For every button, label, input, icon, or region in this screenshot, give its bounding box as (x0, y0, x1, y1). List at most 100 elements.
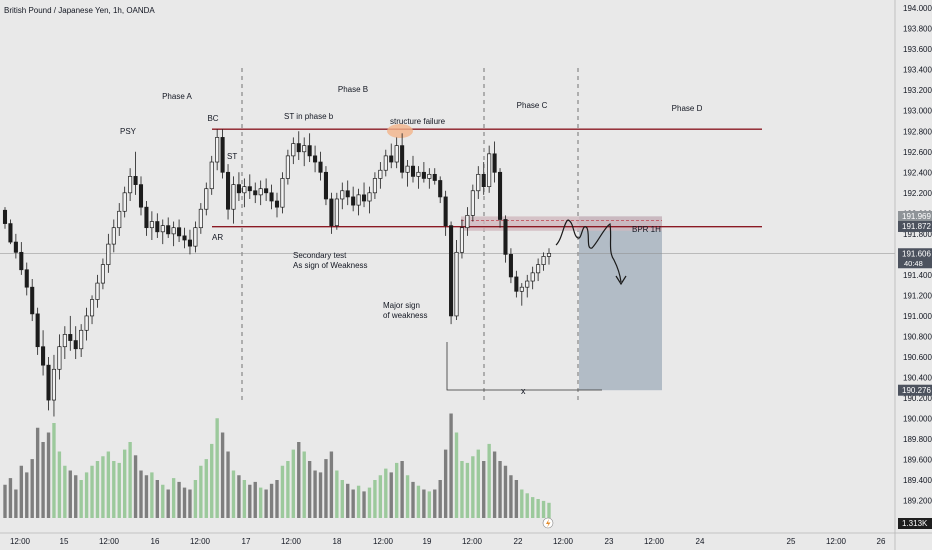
volume-bar (394, 462, 399, 518)
time-tick-label: 12:00 (99, 537, 120, 546)
volume-bar (90, 465, 94, 518)
candle-body (117, 210, 122, 229)
candle-body (383, 155, 388, 171)
price-tag (898, 518, 932, 529)
candle-body (307, 145, 312, 157)
volume-bar (340, 480, 344, 518)
volume-bar (215, 418, 219, 518)
candle-body (503, 219, 508, 255)
candle-body (35, 313, 40, 348)
candle-body (253, 190, 258, 196)
candle-body (487, 153, 492, 188)
price-tick-label: 191.000 (903, 312, 932, 321)
candle-body (155, 221, 160, 233)
volume-bar (101, 456, 105, 518)
candle-body (427, 173, 432, 179)
time-axis[interactable]: 12:00 15 12:00 16 12:00 17 12:00 18 12:00 19 12:00… (10, 537, 886, 546)
time-tick-label: 12:00 (462, 537, 483, 546)
volume-bar (492, 451, 497, 518)
x-marker: x (521, 386, 526, 396)
volume-bar (367, 487, 372, 518)
time-tick-label: 12:00 (826, 537, 847, 546)
volume-bar (438, 480, 442, 518)
price-tag-label: 1.313K (902, 519, 928, 528)
volume-bar (498, 461, 502, 518)
volume-bar (14, 489, 18, 518)
price-axis[interactable]: 194.000 193.800 193.600 193.400 193.200 193.0… (903, 4, 932, 505)
phase-a-label: Phase A (162, 92, 192, 101)
price-tick-label: 192.200 (903, 189, 932, 198)
volume-bar (541, 500, 546, 518)
candle-body (525, 280, 530, 288)
candle-body (498, 171, 503, 220)
candle-body (291, 143, 296, 157)
price-tick-label: 193.800 (903, 25, 932, 34)
volume-bar (351, 489, 355, 518)
volume-bar (286, 461, 290, 518)
volume-bar (346, 483, 350, 518)
candle-body (41, 346, 46, 366)
candle-body (258, 188, 263, 196)
volume-bar (231, 470, 236, 518)
candle-body (410, 165, 416, 177)
price-tick-label: 189.200 (903, 497, 932, 506)
price-tick-label: 193.000 (903, 107, 932, 116)
candle-body (138, 184, 144, 208)
candle-body (133, 176, 138, 185)
lightning-icon[interactable] (542, 517, 554, 529)
volume-bar (188, 489, 192, 518)
candle-body (508, 254, 513, 278)
volume-bar (378, 475, 383, 518)
candle-body (367, 192, 372, 202)
volume-bar (46, 432, 51, 518)
short-position-zone[interactable] (579, 216, 662, 391)
candle-body (8, 223, 13, 243)
time-tick-label: 12:00 (10, 537, 31, 546)
price-tick-label: 190.400 (903, 373, 932, 382)
volume-bar (35, 427, 40, 518)
candle-body (193, 227, 198, 247)
volume-bar (237, 475, 241, 518)
volume-bar (139, 470, 143, 518)
candle-body (280, 178, 285, 208)
range-measure-line (446, 342, 602, 391)
volume-bar (84, 472, 89, 518)
volume-bar (242, 480, 247, 518)
candle-body (481, 173, 486, 188)
volume-bar (313, 470, 317, 518)
volume-bars (3, 413, 551, 518)
time-tick-label: 12:00 (281, 537, 302, 546)
volume-bar (144, 475, 149, 518)
time-tick-label: 18 (333, 537, 342, 546)
volume-bar (95, 461, 100, 518)
candle-body (57, 346, 62, 370)
candle-body (231, 184, 236, 210)
price-tag (898, 384, 932, 396)
volume-bar (520, 489, 524, 518)
candle-body (372, 178, 377, 194)
time-tick-label: 19 (423, 537, 432, 546)
volume-bar (329, 451, 334, 518)
major-sign-label: Major sign (383, 301, 420, 310)
candle-body (432, 173, 437, 181)
volume-bar (8, 478, 13, 518)
candle-body (128, 176, 133, 194)
candle-body (220, 137, 225, 173)
price-tick-label: 191.800 (903, 230, 932, 239)
volume-bar (52, 423, 56, 518)
candle-body (454, 251, 459, 317)
candle-body (492, 153, 497, 173)
volume-bar (204, 459, 208, 518)
volume-bar (324, 459, 328, 518)
sign-of-weakness-label: As sign of Weakness (293, 261, 368, 270)
volume-bar (449, 413, 453, 518)
volume-bar (482, 461, 486, 518)
volume-bar (79, 480, 83, 518)
volume-bar (269, 483, 274, 518)
volume-bar (454, 432, 459, 518)
candle-body (443, 196, 448, 226)
candle-body (340, 190, 345, 200)
price-tick-label: 193.400 (903, 66, 932, 75)
